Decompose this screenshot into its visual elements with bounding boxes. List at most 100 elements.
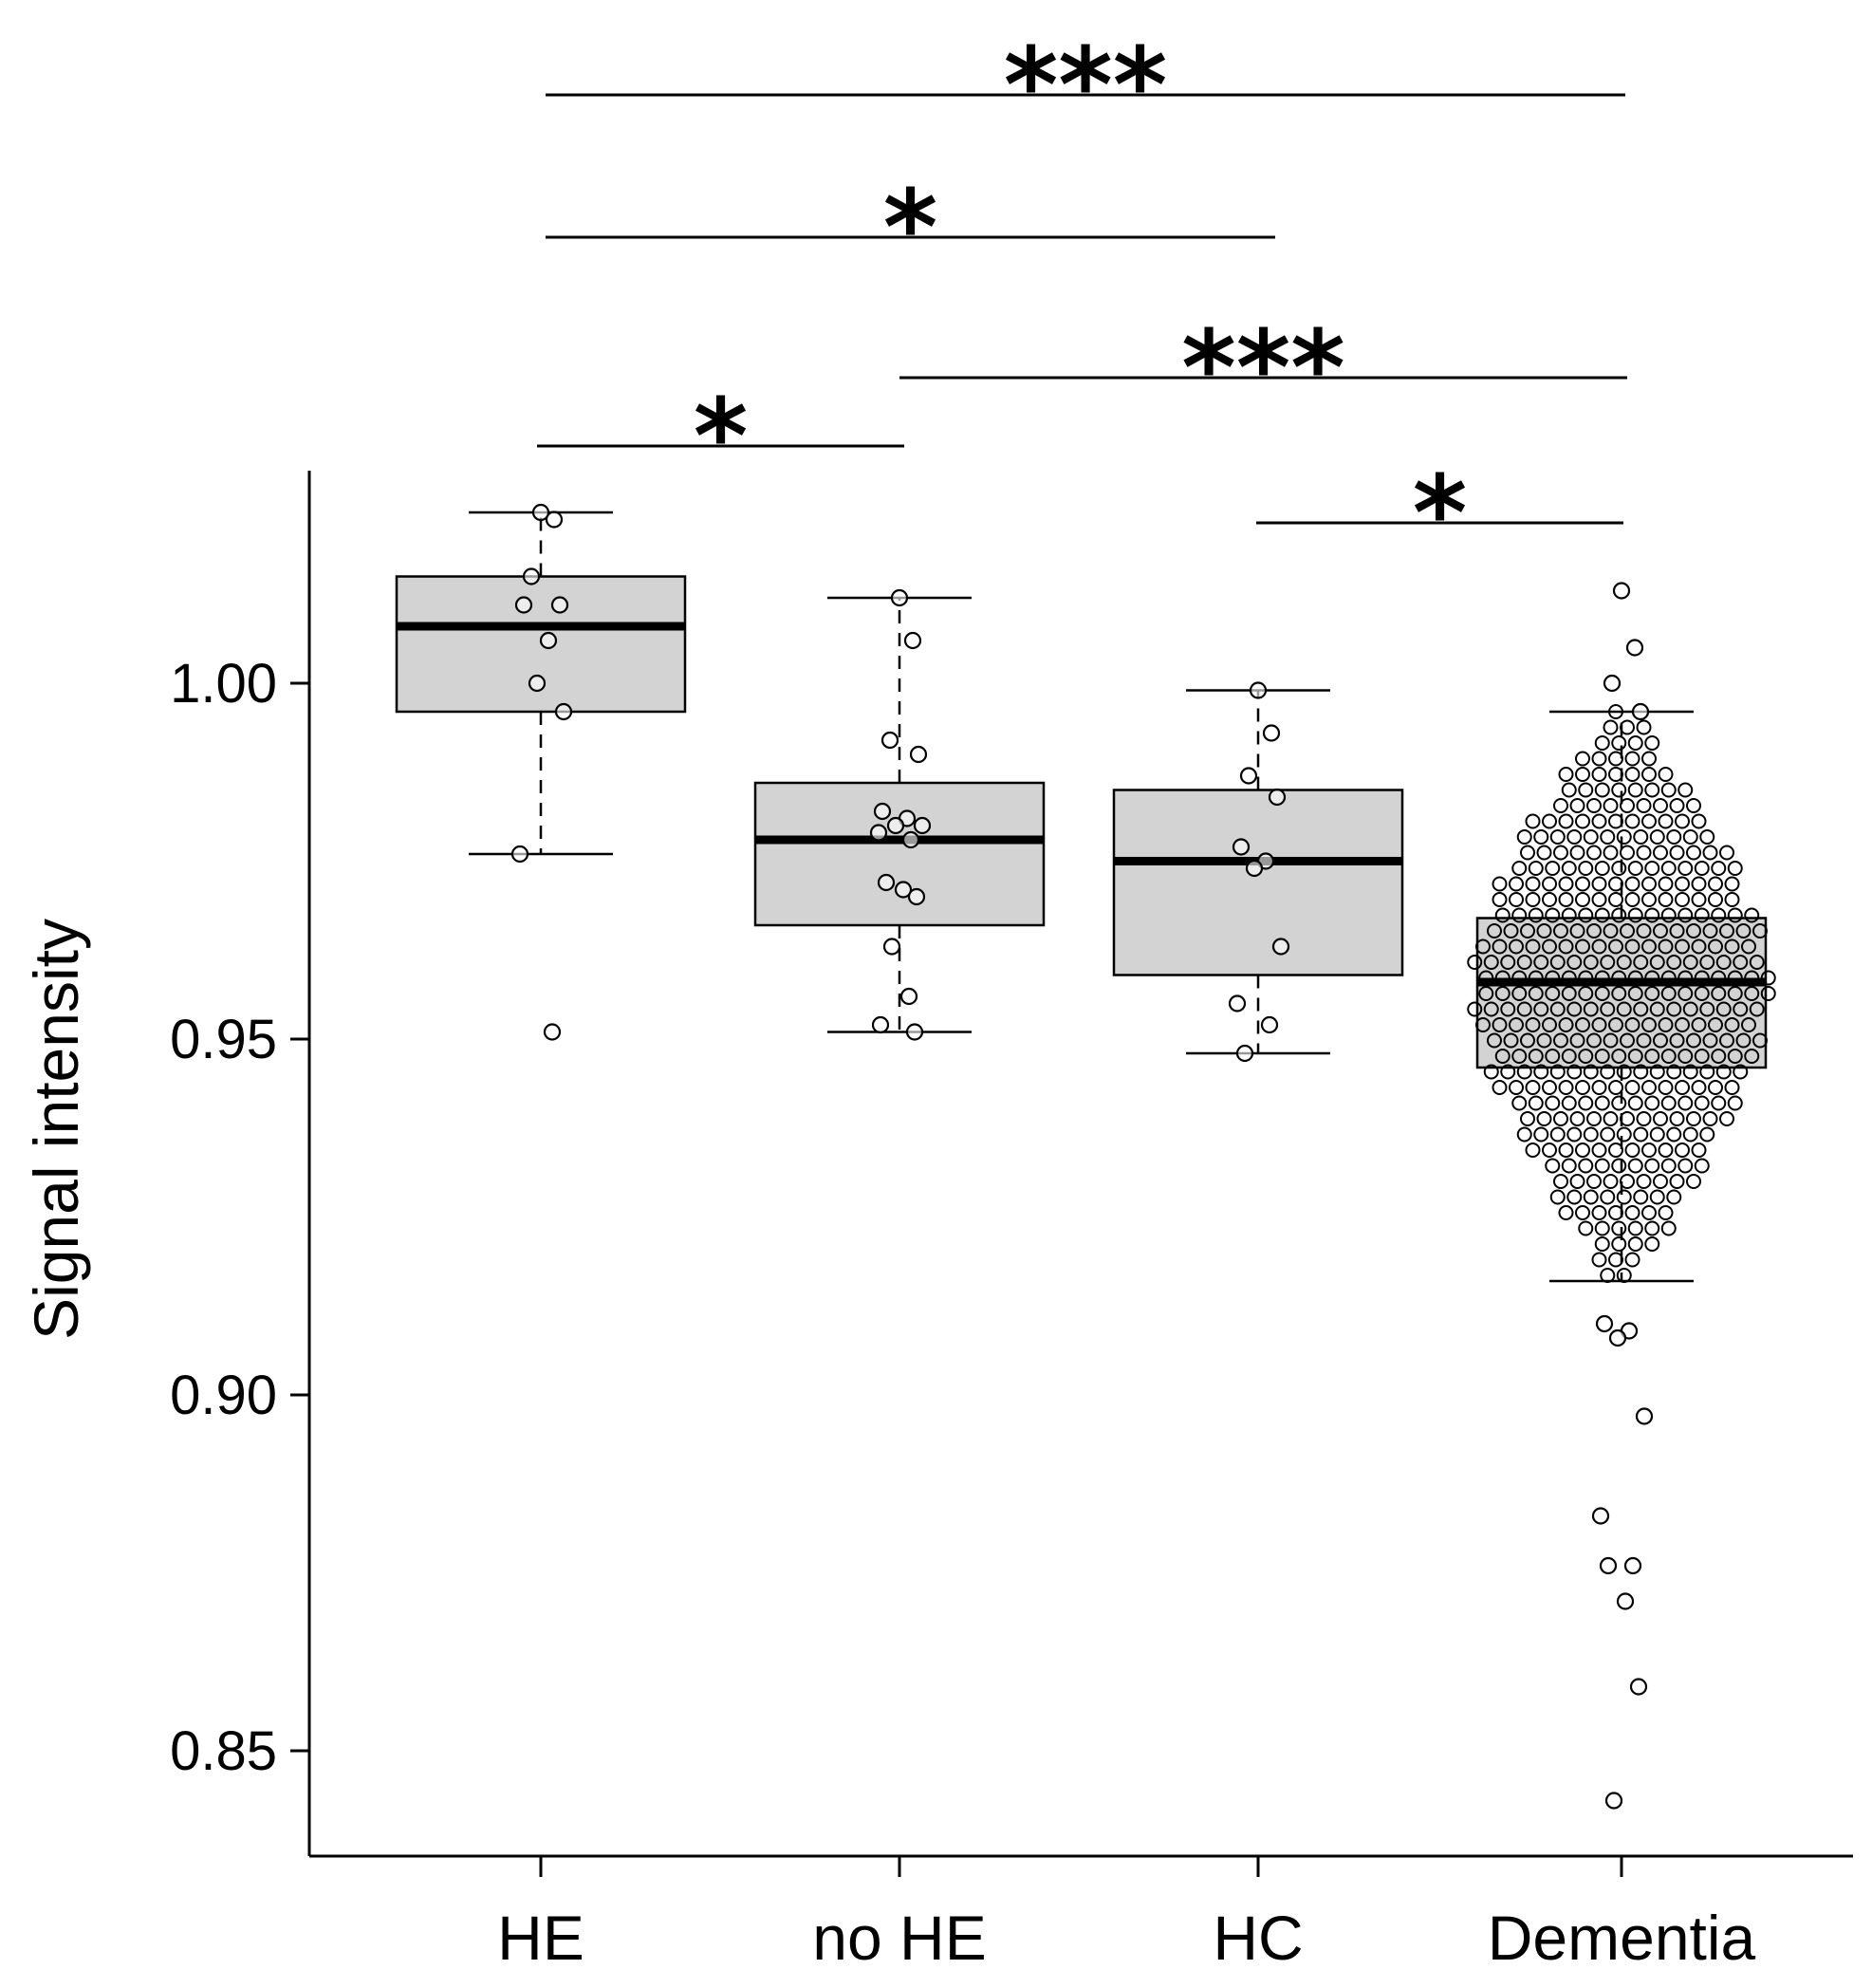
swarm-point-dementia bbox=[1675, 1080, 1690, 1095]
swarm-point-dementia bbox=[1528, 986, 1544, 1001]
swarm-point-dementia bbox=[1528, 907, 1544, 923]
swarm-point-dementia bbox=[1594, 735, 1610, 751]
swarm-point-dementia bbox=[1711, 1095, 1727, 1111]
swarm-point-dementia bbox=[1627, 1158, 1643, 1174]
swarm-point-dementia bbox=[1624, 813, 1640, 829]
swarm-point-dementia bbox=[1600, 1189, 1616, 1205]
y-tick-label: 1.00 bbox=[170, 653, 277, 715]
swarm-point-dementia bbox=[1503, 1032, 1519, 1049]
swarm-point-dementia bbox=[1633, 1064, 1649, 1080]
data-point-dementia bbox=[1604, 1792, 1623, 1810]
swarm-point-dementia bbox=[1520, 1111, 1535, 1126]
swarm-point-dementia bbox=[1636, 719, 1652, 735]
swarm-point-dementia bbox=[1528, 861, 1544, 876]
swarm-point-dementia bbox=[1558, 813, 1574, 829]
swarm-point-dementia bbox=[1677, 782, 1694, 798]
swarm-point-dementia bbox=[1583, 1189, 1599, 1205]
swarm-point-dementia bbox=[1500, 955, 1516, 970]
swarm-point-dementia bbox=[1600, 1064, 1616, 1080]
data-point-no-he bbox=[894, 881, 913, 899]
swarm-point-dementia bbox=[1627, 970, 1643, 986]
swarm-point-dementia bbox=[1624, 751, 1640, 767]
swarm-point-dementia bbox=[1616, 1268, 1632, 1283]
significance-label: * bbox=[883, 167, 938, 288]
swarm-point-dementia bbox=[1586, 1111, 1602, 1126]
swarm-point-dementia bbox=[1575, 876, 1590, 892]
swarm-point-dementia bbox=[1600, 955, 1616, 970]
swarm-point-dementia bbox=[1624, 1252, 1640, 1268]
swarm-point-dementia bbox=[1644, 907, 1660, 923]
data-point-he bbox=[510, 845, 529, 864]
significance-he-vs-hc: * bbox=[546, 167, 1275, 288]
swarm-point-dementia bbox=[1525, 876, 1541, 892]
significance-he-vs-no-he: * bbox=[537, 376, 904, 497]
swarm-point-dementia bbox=[1658, 767, 1674, 782]
swarm-point-dementia bbox=[1641, 1205, 1657, 1220]
swarm-point-dementia bbox=[1566, 1189, 1583, 1205]
swarm-point-dementia bbox=[1608, 938, 1623, 955]
swarm-point-dementia bbox=[1702, 1111, 1718, 1126]
data-point-dementia bbox=[1631, 702, 1650, 721]
data-point-dementia bbox=[1623, 1556, 1642, 1575]
data-point-dementia bbox=[1625, 639, 1644, 657]
swarm-point-dementia bbox=[1611, 1158, 1627, 1174]
swarm-point-dementia bbox=[1545, 907, 1561, 923]
swarm-point-dementia bbox=[1627, 1220, 1643, 1236]
swarm-point-dementia bbox=[1492, 876, 1508, 892]
data-point-he bbox=[522, 567, 541, 585]
swarm-point-dementia bbox=[1641, 892, 1657, 907]
swarm-point-dementia bbox=[1702, 923, 1718, 938]
swarm-point-dementia bbox=[1603, 719, 1619, 735]
swarm-point-dementia bbox=[1566, 1064, 1583, 1080]
swarm-point-dementia bbox=[1492, 892, 1508, 907]
swarm-point-dementia bbox=[1594, 1095, 1610, 1111]
swarm-point-dementia bbox=[1691, 876, 1707, 892]
swarm-point-dementia bbox=[1727, 970, 1743, 986]
swarm-point-dementia bbox=[1744, 986, 1760, 1001]
swarm-point-dementia bbox=[1558, 892, 1574, 907]
swarm-point-dementia bbox=[1624, 1080, 1640, 1095]
swarm-point-dementia bbox=[1694, 970, 1710, 986]
swarm-point-dementia bbox=[1727, 1049, 1743, 1064]
swarm-point-dementia bbox=[1653, 923, 1668, 938]
swarm-point-dementia bbox=[1561, 1095, 1577, 1111]
swarm-point-dementia bbox=[1658, 1205, 1674, 1220]
swarm-point-dementia bbox=[1578, 782, 1594, 798]
swarm-point-dementia bbox=[1624, 892, 1640, 907]
swarm-point-dementia bbox=[1533, 829, 1549, 845]
swarm-point-dementia bbox=[1591, 751, 1607, 767]
swarm-point-dementia bbox=[1669, 1032, 1685, 1049]
swarm-point-dementia bbox=[1509, 892, 1524, 907]
swarm-point-dementia bbox=[1578, 986, 1594, 1001]
swarm-point-dementia bbox=[1699, 829, 1715, 845]
swarm-point-dementia bbox=[1594, 986, 1610, 1001]
swarm-point-dementia bbox=[1569, 923, 1585, 938]
data-point-hc bbox=[1245, 859, 1264, 878]
data-point-hc bbox=[1260, 1015, 1279, 1034]
swarm-point-dementia bbox=[1594, 1236, 1610, 1252]
swarm-point-dementia bbox=[1735, 923, 1752, 938]
swarm-point-dementia bbox=[1733, 1064, 1749, 1080]
swarm-point-dementia bbox=[1691, 813, 1707, 829]
swarm-point-dementia bbox=[1553, 798, 1568, 813]
swarm-point-dementia bbox=[1641, 876, 1657, 892]
swarm-point-dementia bbox=[1649, 829, 1665, 845]
data-point-no-he bbox=[880, 731, 899, 750]
swarm-point-dementia bbox=[1558, 1080, 1574, 1095]
swarm-point-dementia bbox=[1616, 955, 1632, 970]
swarm-point-dementia bbox=[1744, 970, 1760, 986]
swarm-point-dementia bbox=[1542, 1017, 1557, 1032]
swarm-point-dementia bbox=[1620, 1174, 1635, 1189]
swarm-point-dementia bbox=[1616, 1001, 1632, 1017]
significance-label: *** bbox=[1004, 25, 1168, 146]
swarm-point-dementia bbox=[1682, 829, 1698, 845]
swarm-point-dementia bbox=[1611, 970, 1627, 986]
data-point-hc bbox=[1262, 724, 1281, 742]
swarm-point-dementia bbox=[1586, 1032, 1602, 1049]
swarm-point-dementia bbox=[1699, 1126, 1715, 1143]
swarm-point-dementia bbox=[1561, 1158, 1577, 1174]
swarm-point-dementia bbox=[1545, 1158, 1561, 1174]
swarm-point-dementia bbox=[1669, 923, 1685, 938]
data-point-no-he bbox=[890, 588, 909, 607]
swarm-point-dementia bbox=[1741, 1017, 1756, 1032]
